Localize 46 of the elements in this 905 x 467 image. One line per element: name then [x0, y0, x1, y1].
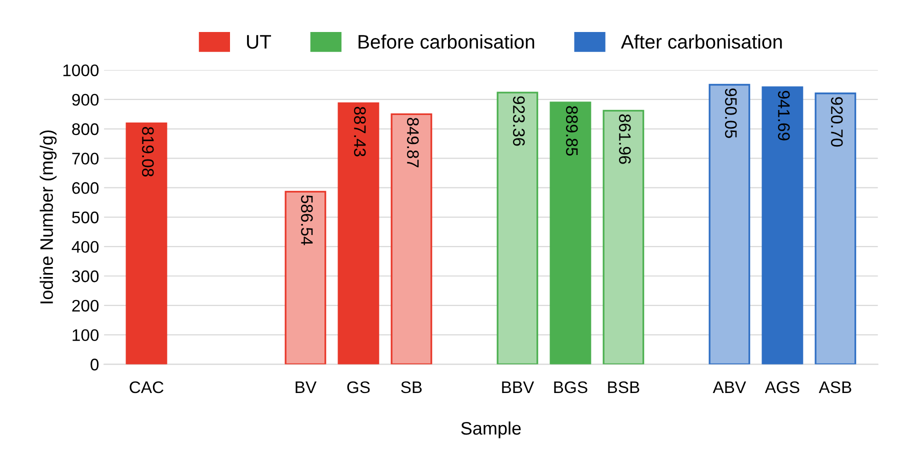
- y-tick-label: 200: [72, 300, 99, 312]
- bar: [284, 190, 326, 364]
- y-tick-label: 400: [72, 240, 99, 253]
- y-tick-label: 0: [90, 358, 99, 370]
- y-axis-title: Iodine Number (mg/g): [40, 130, 57, 304]
- data-label: 887.43: [354, 106, 366, 156]
- legend-label: After carbonisation: [620, 34, 782, 49]
- y-tick-label: 1000: [63, 64, 99, 76]
- legend-label: Before carbonisation: [358, 34, 534, 49]
- data-label: 920.70: [830, 97, 843, 147]
- bar: [496, 92, 538, 364]
- y-tick-label: 900: [72, 94, 99, 106]
- y-tick-label: 300: [72, 270, 99, 282]
- bar: [602, 110, 644, 364]
- x-tick-label: AGS: [764, 381, 800, 394]
- x-tick-label: ABV: [712, 382, 746, 394]
- y-tick-label: 700: [72, 152, 99, 165]
- bar: [550, 102, 592, 364]
- bar: [338, 102, 380, 364]
- x-axis-title: Sample: [461, 421, 521, 438]
- y-tick-label: 500: [72, 212, 99, 224]
- data-label: 941.69: [778, 90, 790, 140]
- x-tick-label: BBV: [502, 382, 534, 394]
- y-tick-label: 600: [72, 182, 99, 194]
- bar: [814, 92, 856, 364]
- y-tick-label: 800: [72, 123, 99, 136]
- x-tick-label: SB: [401, 381, 422, 394]
- x-tick-label: BV: [296, 382, 317, 394]
- data-label: 889.85: [566, 106, 578, 156]
- data-label: 586.54: [300, 195, 313, 246]
- data-label: 950.05: [724, 88, 737, 138]
- data-label: 923.36: [512, 96, 525, 146]
- x-tick-label: CAC: [130, 381, 164, 394]
- x-tick-label: ASB: [818, 381, 852, 394]
- legend-label: UT: [247, 35, 272, 49]
- x-tick-label: BSB: [608, 381, 640, 394]
- bar: [762, 86, 804, 364]
- y-tick-label: 100: [72, 329, 99, 342]
- data-label: 849.87: [406, 118, 419, 168]
- bar: [708, 84, 750, 364]
- data-label: 819.08: [142, 126, 154, 176]
- bar: [126, 122, 168, 364]
- bar: [390, 113, 432, 364]
- x-tick-label: GS: [347, 381, 370, 394]
- x-tick-label: BGS: [554, 381, 588, 394]
- data-label: 861.96: [618, 114, 631, 164]
